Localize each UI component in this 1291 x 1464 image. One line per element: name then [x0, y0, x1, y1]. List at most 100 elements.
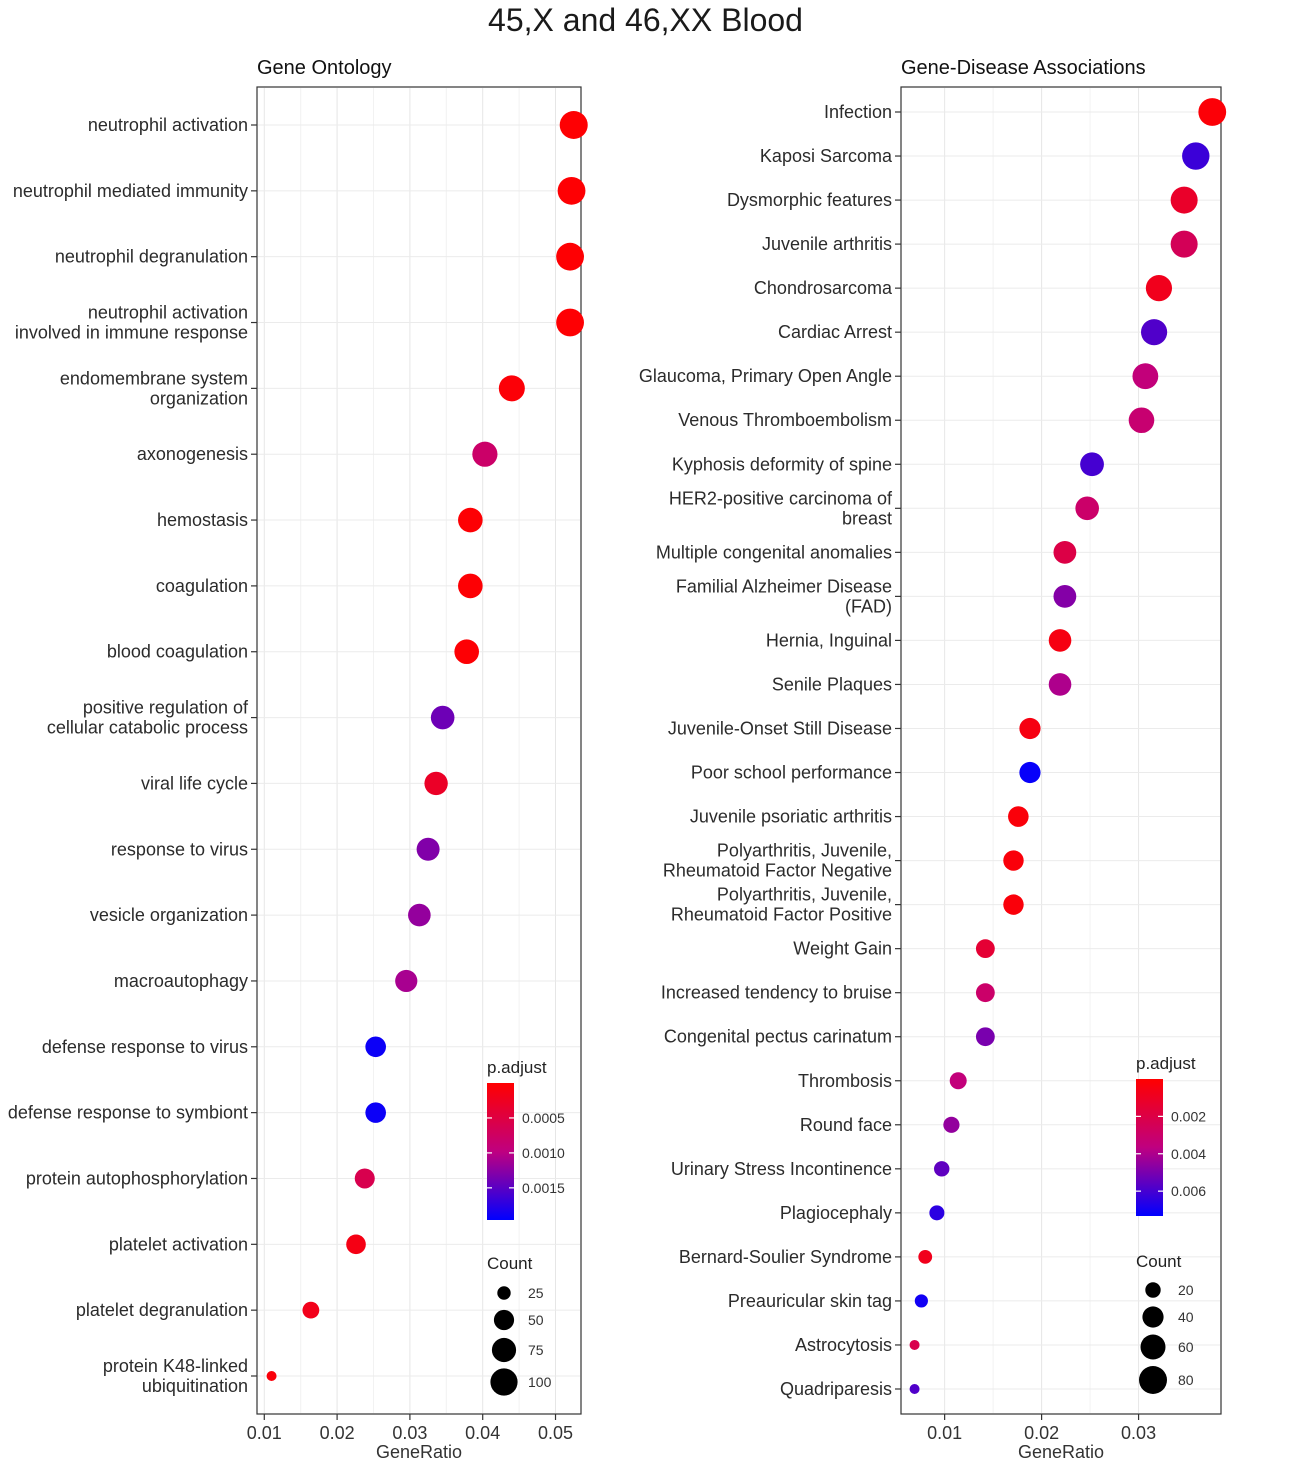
size-key-label: 25 [528, 1285, 544, 1301]
data-point [365, 1102, 386, 1123]
category-label: protein autophosphorylation [26, 1168, 248, 1188]
data-point [1182, 142, 1210, 170]
data-point [943, 1116, 960, 1133]
x-tick-labels: 0.01 0.02 0.03 [927, 1414, 1156, 1443]
category-label: vesicle organization [90, 905, 248, 925]
category-label: Rheumatoid Factor Positive [671, 905, 892, 925]
data-point [1019, 761, 1041, 784]
data-point [302, 1301, 320, 1319]
category-label: macroautophagy [114, 971, 248, 991]
data-point [1132, 363, 1159, 390]
category-label: hemostasis [157, 510, 248, 530]
category-label: Juvenile arthritis [762, 234, 892, 254]
category-labels: neutrophil activation neutrophil mediated… [8, 115, 257, 1396]
color-legend-ticks: 0.0005 0.0010 0.0015 [487, 1110, 565, 1196]
category-label: Polyarthritis, Juvenile, [717, 885, 892, 905]
category-label: Quadriparesis [780, 1379, 892, 1399]
category-label: Preauricular skin tag [728, 1291, 892, 1311]
size-key-dot [490, 1368, 518, 1396]
category-label: Poor school performance [691, 763, 892, 783]
data-point [1048, 673, 1072, 696]
color-tick-label: 0.0005 [522, 1110, 565, 1126]
data-point [1048, 629, 1072, 652]
x-tick-label: 0.05 [538, 1423, 573, 1443]
data-point [1075, 496, 1099, 521]
category-label: Weight Gain [793, 939, 892, 959]
size-legend-keys: 25 50 75 100 [490, 1285, 552, 1396]
category-label: Round face [800, 1115, 892, 1135]
category-label: Plagiocephaly [780, 1203, 892, 1223]
color-legend-title: p.adjust [1136, 1054, 1196, 1073]
color-legend-bar [487, 1083, 514, 1220]
category-label: Thrombosis [798, 1071, 892, 1091]
category-label: platelet degranulation [76, 1300, 248, 1320]
color-legend: p.adjust 0.0005 0.0010 0.0015 [487, 1058, 565, 1220]
data-point [929, 1205, 945, 1221]
data-point [559, 111, 588, 139]
category-label: involved in immune response [15, 323, 248, 343]
data-point [498, 375, 525, 402]
category-label: response to virus [111, 839, 248, 859]
category-label: protein K48-linked [103, 1356, 248, 1376]
data-point [1019, 717, 1041, 740]
size-legend-title: Count [487, 1254, 533, 1273]
category-label: neutrophil activation [88, 303, 248, 323]
category-label: positive regulation of [83, 698, 249, 718]
size-key-dot [491, 1337, 517, 1363]
data-point [1003, 894, 1024, 915]
data-point [1003, 850, 1024, 871]
color-tick-label: 0.0010 [522, 1145, 565, 1161]
x-tick-label: 0.02 [320, 1423, 355, 1443]
color-tick-label: 0.006 [1171, 1183, 1206, 1199]
data-point [909, 1384, 920, 1394]
category-label: Juvenile psoriatic arthritis [690, 807, 892, 827]
data-point [914, 1294, 928, 1308]
category-label: Dysmorphic features [727, 190, 892, 210]
x-tick-label: 0.02 [1024, 1423, 1059, 1443]
category-label: Cardiac Arrest [778, 322, 892, 342]
category-label: Glaucoma, Primary Open Angle [639, 366, 892, 386]
size-key-label: 100 [528, 1374, 552, 1390]
gene-ontology-panel: Gene Ontology neutrophil activationneutr… [8, 57, 588, 1462]
size-key-label: 60 [1178, 1339, 1194, 1355]
data-point [557, 176, 586, 205]
category-labels: Infection Kaposi Sarcoma Dysmorphic featur… [639, 102, 901, 1399]
category-label: neutrophil degranulation [55, 247, 248, 267]
size-legend: Count 25 50 75 100 [487, 1254, 552, 1396]
category-label: HER2-positive carcinoma of [669, 488, 893, 508]
figure-title: 45,X and 46,XX Blood [488, 2, 803, 38]
data-point [949, 1072, 967, 1090]
gene-disease-panel: Gene-Disease Associations Infection Kapos… [639, 57, 1227, 1462]
data-point [1170, 230, 1198, 258]
category-label: Polyarthritis, Juvenile, [717, 841, 892, 861]
color-tick-label: 0.002 [1171, 1108, 1206, 1124]
category-label: Kaposi Sarcoma [760, 146, 893, 166]
category-label: Venous Thromboembolism [678, 410, 892, 430]
x-tick-label: 0.04 [465, 1423, 500, 1443]
category-label: Familial Alzheimer Disease [676, 576, 892, 596]
size-key-dot [1139, 1366, 1167, 1394]
category-label: Bernard-Soulier Syndrome [679, 1247, 892, 1267]
data-point [354, 1168, 375, 1189]
data-point [266, 1371, 277, 1381]
size-key-label: 50 [528, 1312, 544, 1328]
x-axis-title: GeneRatio [376, 1442, 462, 1462]
data-point [365, 1036, 386, 1058]
category-label: neutrophil mediated immunity [13, 181, 248, 201]
data-point [1170, 186, 1198, 214]
category-label: Astrocytosis [795, 1335, 892, 1355]
size-key-dot [1142, 1306, 1164, 1328]
category-label: ubiquitination [142, 1376, 248, 1396]
category-label: Kyphosis deformity of spine [672, 454, 892, 474]
data-point [424, 771, 448, 796]
color-tick-label: 0.0015 [522, 1180, 565, 1196]
size-key-label: 20 [1178, 1282, 1194, 1298]
data-point [416, 837, 440, 861]
category-label: Multiple congenital anomalies [656, 542, 892, 562]
color-legend-bar [1136, 1079, 1163, 1216]
data-point [1053, 540, 1077, 564]
x-tick-labels: 0.01 0.02 0.03 0.04 0.05 [247, 1414, 573, 1443]
panel-title: Gene-Disease Associations [901, 57, 1146, 79]
data-point [458, 507, 483, 533]
